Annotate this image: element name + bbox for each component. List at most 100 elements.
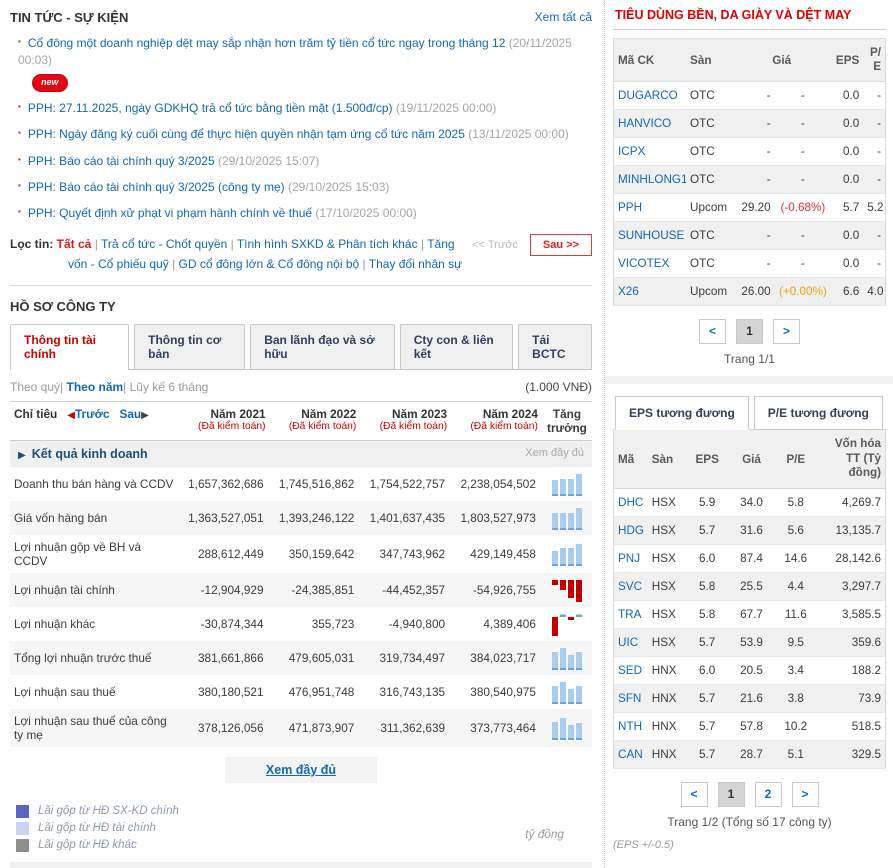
eps-cell: 5.7 (686, 628, 729, 657)
market-cap-cell: 13,135.7 (816, 516, 886, 545)
ticker-link[interactable]: PNJ (618, 551, 641, 565)
ticker-link[interactable]: SVC (618, 579, 643, 593)
ticker-link[interactable]: VICOTEX (618, 257, 670, 271)
ticker-link[interactable]: TRA (618, 607, 642, 621)
section-bar: ▶Tài sảnXem đầy đủ (10, 861, 592, 868)
eps-cell: 0.0 (831, 165, 864, 195)
profile-tab[interactable]: Tải BCTC (518, 323, 593, 369)
comparison-tab[interactable]: EPS tương đương (615, 396, 749, 431)
price-cell: 20.5 (728, 656, 775, 685)
ticker-link[interactable]: SFN (618, 691, 642, 705)
fin-header-row: Chỉ tiêu ◀Trước Sau▶ Năm 2021 (Đã kiểm toán… (10, 400, 592, 441)
period-options: Theo quý| Theo năm| Lũy kế 6 tháng (10, 380, 208, 394)
price-cell: - (732, 165, 775, 195)
profile-tab[interactable]: Thông tin cơ bản (134, 323, 246, 369)
main-column: TIN TỨC - SỰ KIỆN Xem tất cả ▪ Cổ đông mộ… (10, 10, 593, 868)
news-link[interactable]: Cổ đông một doanh nghiệp dệt may sắp nhậ… (27, 36, 509, 50)
news-link[interactable]: PPH: Ngày đăng ký cuối cùng để thực hiện… (27, 127, 469, 142)
news-link[interactable]: PPH: Báo cáo tài chính quý 3/2025 (27, 153, 218, 168)
news-view-all-link[interactable]: Xem tất cả (534, 10, 592, 24)
pe-cell: - (863, 81, 886, 111)
ticker-link[interactable]: SED (618, 663, 643, 677)
col-exchange: Sàn (686, 38, 733, 83)
ticker-link[interactable]: CAN (618, 747, 643, 761)
spark-bar (567, 724, 574, 740)
ticker-link[interactable]: NTH (618, 719, 643, 733)
spark-bar (575, 579, 582, 602)
filter-option[interactable]: Tất cả (56, 236, 92, 251)
ticker-link[interactable]: X26 (618, 285, 639, 299)
news-link[interactable]: PPH: 27.11.2025, ngày GDKHQ trả cổ tức b… (27, 100, 396, 115)
value-cell: 311,362,639 (380, 720, 446, 735)
peers-next-button[interactable]: > (773, 319, 800, 345)
ticker-link[interactable]: DUGARCO (618, 89, 678, 103)
news-link[interactable]: PPH: Báo cáo tài chính quý 3/2025 (công … (27, 180, 288, 194)
legend-label: Lãi gộp từ HĐ tài chính (38, 822, 156, 835)
pe-cell: 3.8 (774, 684, 817, 713)
period-option[interactable]: Theo quý (10, 379, 61, 394)
growth-sparkline (551, 716, 582, 740)
sidebar-column: TIÊU DÙNG BỀN, DA GIÀY VÀ DỆT MAY Mã CK S… (604, 0, 893, 868)
profile-tab[interactable]: Thông tin tài chính (10, 323, 130, 370)
news-prev-link[interactable]: << Trước (472, 238, 518, 251)
filter-option[interactable]: Trả cổ tức - Chốt quyền (100, 236, 228, 251)
profile-tab[interactable]: Ban lãnh đạo và sở hữu (250, 323, 395, 369)
period-selector-row: Theo quý| Theo năm| Lũy kế 6 tháng (1.00… (10, 380, 592, 394)
peers-page-button[interactable]: 1 (736, 319, 763, 345)
section-view-full-link[interactable]: Xem đầy đủ (525, 446, 584, 459)
comparison-page-button[interactable]: 1 (717, 781, 745, 807)
view-full-button[interactable]: Xem đầy đủ (225, 756, 377, 783)
exchange-cell: HSX (647, 628, 687, 657)
peers-prev-button[interactable]: < (699, 319, 726, 345)
market-cap-cell: 3,585.5 (816, 600, 886, 629)
ticker-link[interactable]: SUNHOUSE (618, 229, 685, 243)
comparison-prev-button[interactable]: < (680, 781, 708, 807)
value-cell: 479,605,031 (288, 650, 355, 665)
col-ticker: Mã CK (613, 38, 687, 83)
section-bar: ▶ Kết quả kinh doanh Xem đầy đủ (10, 440, 592, 467)
news-date: (13/11/2025 00:00) (468, 127, 569, 142)
news-next-button[interactable]: Sau >> (529, 233, 592, 256)
eps-cell: 5.8 (686, 572, 729, 601)
change-cell: - (774, 249, 832, 279)
comparison-pagination: <1 2 > (613, 781, 886, 807)
ticker-link[interactable]: DHC (618, 495, 644, 509)
price-cell: - (732, 81, 775, 111)
news-bullet-icon: ▪ (18, 181, 21, 190)
year-column-header: Năm 2024 (Đã kiểm toán) (451, 400, 542, 441)
spark-bar (551, 550, 558, 566)
filter-option[interactable]: Tình hình SXKD & Phân tích khác (236, 236, 418, 251)
ticker-link[interactable]: MINHLONG1 (618, 173, 687, 187)
ticker-link[interactable]: PPH (618, 201, 643, 215)
ticker-link[interactable]: UIC (618, 635, 639, 649)
growth-cell (542, 675, 592, 709)
next-years-link[interactable]: Sau (119, 406, 142, 421)
price-cell: 57.8 (728, 712, 775, 741)
audited-label: (Đã kiểm toán) (379, 420, 448, 432)
filter-option[interactable]: GD cổ đông lớn & Cổ đông nội bộ (178, 257, 360, 272)
industry-peers-table: Mã CK Sàn Giá EPS P/E DUGARCO OTC - -0.0- HANVICO… (613, 38, 886, 307)
price-cell: 34.0 (728, 488, 775, 517)
price-cell: 28.7 (728, 740, 775, 769)
comparison-next-button[interactable]: > (791, 781, 819, 807)
period-option[interactable]: Lũy kế 6 tháng (129, 379, 209, 394)
profile-tab[interactable]: Cty con & liên kết (399, 323, 514, 369)
period-separator: | (60, 379, 67, 394)
ticker-link[interactable]: HDG (618, 523, 644, 537)
pe-cell: 11.6 (774, 600, 817, 629)
growth-cell (542, 709, 592, 747)
year-column-header: Năm 2023 (Đã kiểm toán) (360, 400, 452, 441)
news-link[interactable]: PPH: Quyết định xử phạt vi phạm hành chí… (27, 206, 316, 221)
row-label: Lợi nhuận tài chính (14, 582, 115, 597)
comparison-tab[interactable]: P/E tương đương (753, 396, 883, 431)
peers-row: DUGARCO OTC - -0.0- (613, 81, 886, 111)
prev-years-link[interactable]: Trước (74, 406, 110, 421)
ticker-link[interactable]: HANVICO (618, 117, 672, 131)
period-option[interactable]: Theo năm (66, 379, 124, 394)
value-cell: 373,773,464 (470, 720, 536, 735)
comparison-page-button[interactable]: 2 (754, 781, 782, 807)
filter-option[interactable]: Thay đổi nhân sự (368, 257, 463, 272)
ticker-link[interactable]: ICPX (618, 145, 646, 159)
filter-option[interactable]: Tăng vốn - Cổ phiếu quỹ (68, 236, 455, 272)
